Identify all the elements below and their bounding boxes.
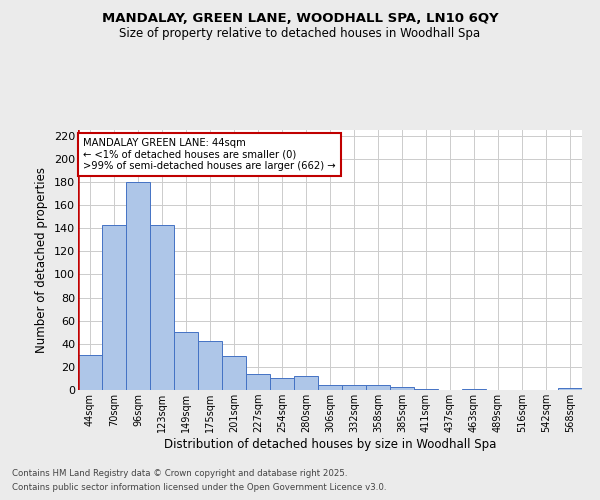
Bar [126,182,150,390]
Bar [342,386,366,390]
Bar [222,356,246,390]
Text: MANDALAY, GREEN LANE, WOODHALL SPA, LN10 6QY: MANDALAY, GREEN LANE, WOODHALL SPA, LN10… [101,12,499,26]
Bar [270,378,294,390]
Text: Contains HM Land Registry data © Crown copyright and database right 2025.: Contains HM Land Registry data © Crown c… [12,468,347,477]
Bar [294,376,318,390]
Bar [78,356,102,390]
Bar [102,225,126,390]
Bar [150,225,174,390]
Bar [246,374,270,390]
Bar [174,332,198,390]
X-axis label: Distribution of detached houses by size in Woodhall Spa: Distribution of detached houses by size … [164,438,496,451]
Text: Size of property relative to detached houses in Woodhall Spa: Size of property relative to detached ho… [119,28,481,40]
Bar [462,389,486,390]
Bar [558,388,582,390]
Bar [198,342,222,390]
Text: MANDALAY GREEN LANE: 44sqm
← <1% of detached houses are smaller (0)
>99% of semi: MANDALAY GREEN LANE: 44sqm ← <1% of deta… [83,138,335,171]
Bar [318,386,342,390]
Bar [414,389,438,390]
Y-axis label: Number of detached properties: Number of detached properties [35,167,49,353]
Bar [390,386,414,390]
Bar [366,386,390,390]
Text: Contains public sector information licensed under the Open Government Licence v3: Contains public sector information licen… [12,484,386,492]
